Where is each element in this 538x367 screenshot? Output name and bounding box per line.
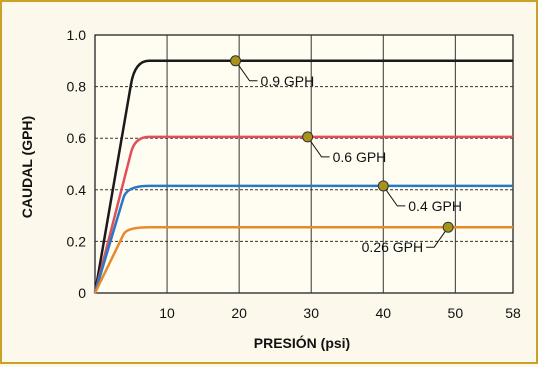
x-axis-title: PRESIÓN (psi) bbox=[254, 334, 350, 351]
series-marker-3 bbox=[442, 221, 454, 233]
series-marker-0 bbox=[230, 55, 242, 67]
series-marker-2 bbox=[377, 180, 389, 192]
y-tick-label-5: 1.0 bbox=[67, 27, 87, 43]
series-label-2: 0.4 GPH bbox=[408, 198, 462, 214]
x-tick-label-3: 40 bbox=[375, 305, 391, 321]
callout-leader-1 bbox=[307, 136, 330, 158]
series-line-1 bbox=[93, 135, 513, 294]
grid bbox=[95, 35, 513, 293]
y-tick-label-0: 0 bbox=[78, 285, 86, 301]
flow-pressure-chart: 0.9 GPH 0.6 GPH 0.4 GPH 0.26 GPH 10 20 30 40 50… bbox=[19, 27, 521, 351]
series-line-0 bbox=[93, 59, 513, 294]
series-group bbox=[93, 59, 513, 294]
y-tick-label-3: 0.6 bbox=[67, 130, 87, 146]
y-tick-label-4: 0.8 bbox=[67, 79, 87, 95]
x-tick-label-5: 58 bbox=[505, 305, 521, 321]
y-axis-title: CAUDAL (GPH) bbox=[19, 116, 35, 218]
series-line-2 bbox=[93, 184, 513, 294]
series-label-0: 0.9 GPH bbox=[261, 73, 315, 89]
x-tick-label-4: 50 bbox=[448, 305, 464, 321]
tick-labels: 10 20 30 40 50 58 0 0.2 0.4 0.6 0.8 1.0 bbox=[67, 27, 521, 321]
callout-leader-0 bbox=[235, 60, 258, 82]
callout-leader-2 bbox=[382, 185, 406, 207]
series-label-1: 0.6 GPH bbox=[333, 149, 387, 165]
y-tick-label-1: 0.2 bbox=[67, 233, 87, 249]
callout-leader-3 bbox=[426, 226, 449, 248]
series-marker-1 bbox=[302, 131, 314, 143]
y-tick-label-2: 0.4 bbox=[67, 182, 87, 198]
callouts-group: 0.9 GPH 0.6 GPH 0.4 GPH 0.26 GPH bbox=[230, 55, 462, 255]
x-tick-label-1: 20 bbox=[231, 305, 247, 321]
x-tick-label-0: 10 bbox=[159, 305, 175, 321]
plot-area bbox=[94, 34, 514, 294]
series-line-3 bbox=[93, 225, 513, 294]
series-label-3: 0.26 GPH bbox=[362, 239, 423, 255]
x-tick-label-2: 30 bbox=[303, 305, 319, 321]
